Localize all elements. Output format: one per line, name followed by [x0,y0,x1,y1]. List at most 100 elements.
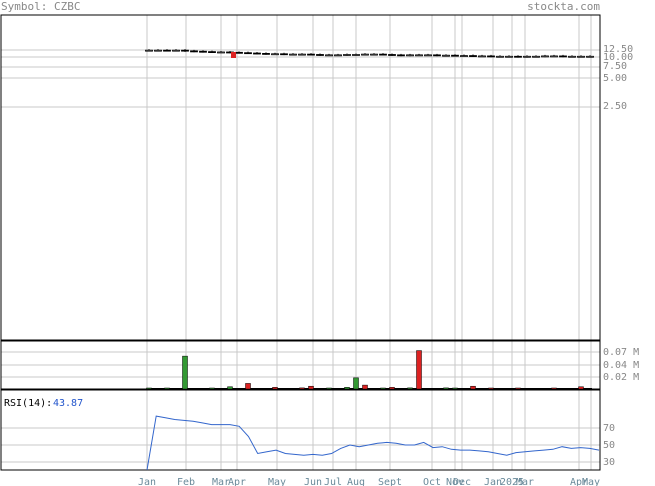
x-tick-label: 2025 [500,477,524,486]
price-pane-frame [0,14,601,341]
volume-bar [443,387,449,390]
price-candle [451,54,459,57]
price-candle [262,53,270,55]
price-candle [550,55,558,58]
x-tick-label: Feb [177,477,195,486]
price-candle [208,51,216,53]
x-tick-label: Sept [378,477,402,486]
price-candle [199,50,207,53]
price-candle-highlight [231,52,236,58]
price-candle [523,55,531,58]
price-candle [271,53,279,56]
volume-bar [578,386,584,390]
volume-tick-label: 0.02 M [603,372,639,383]
price-candle [433,54,441,57]
price-candle [442,54,450,57]
price-candle [163,49,171,52]
price-candle [541,55,549,58]
price-candle [370,53,378,56]
volume-bar [164,387,170,390]
volume-bar [245,383,251,390]
price-candle [352,54,360,56]
volume-bar [488,387,494,390]
price-candle [577,55,585,58]
x-tick-label: Mar [212,477,230,486]
symbol-label: Symbol: CZBC [1,0,81,13]
volume-bar [344,387,350,390]
price-candle [478,55,486,58]
price-candle [289,53,297,56]
x-tick-label: May [582,477,600,486]
price-candle [298,53,306,56]
volume-bar [209,387,215,390]
volume-bar [551,387,557,390]
price-candle [586,55,594,58]
rsi-label: RSI(14): [4,398,52,409]
volume-bar [470,385,476,390]
price-candle [415,54,423,57]
x-tick-label: Apr [228,477,246,486]
price-candle [505,55,513,58]
price-candle [181,49,189,52]
price-candle [253,52,261,55]
x-tick-label: Jan [138,477,156,486]
x-tick-label: Apr [570,477,588,486]
price-candle [280,53,288,56]
price-candle [154,49,162,52]
rsi-tick-label: 50 [603,440,615,451]
price-candle [325,54,333,57]
volume-bar [308,385,314,390]
price-candle [496,55,504,58]
rsi-pane-frame [0,389,601,471]
volume-tick-label: 0.04 M [603,360,639,371]
volume-bar [182,355,188,390]
rsi-tick-label: 30 [603,457,615,468]
volume-bar [353,377,359,390]
x-tick-label: Jun [304,477,322,486]
volume-bar [389,387,395,390]
price-candle [460,55,468,57]
x-tick-label: Dec [453,477,471,486]
price-candle [514,55,522,58]
price-candle [424,54,432,57]
x-tick-label: Mar [516,477,534,486]
site-label[interactable]: stockta.com [527,0,600,13]
price-tick-label: 10.00 [603,52,633,63]
x-tick-label: Jul [324,477,342,486]
price-candle [244,52,252,55]
volume-bar [299,387,305,390]
price-candle [397,54,405,57]
rsi-tick-label: 70 [603,423,615,434]
volume-bar [362,384,368,390]
price-candle [172,49,180,52]
x-tick-label: May [268,477,286,486]
price-tick-label: 12.50 [603,44,633,55]
price-candle [145,49,153,52]
volume-bar [452,387,458,390]
price-candle [487,55,495,58]
x-tick-label: Oct [423,477,441,486]
chart-grid [1,15,600,470]
volume-bar [515,387,521,390]
rsi-line [146,415,600,471]
price-candle [388,54,396,56]
price-candle [334,54,342,57]
price-candle [406,54,414,57]
price-candle [361,53,369,56]
volume-bar [416,350,422,390]
volume-tick-label: 0.07 M [603,347,639,358]
price-candle [568,55,576,58]
x-tick-label: Nov [446,477,464,486]
price-candle [379,53,387,56]
price-tick-label: 7.50 [603,61,627,72]
volume-bar [326,387,332,390]
rsi-pane: 70 50 30 [0,389,615,471]
rsi-value: 43.87 [53,398,83,409]
price-candle [190,50,198,53]
volume-bar [272,387,278,390]
volume-bar [380,387,386,390]
x-tick-label: Jan [484,477,502,486]
